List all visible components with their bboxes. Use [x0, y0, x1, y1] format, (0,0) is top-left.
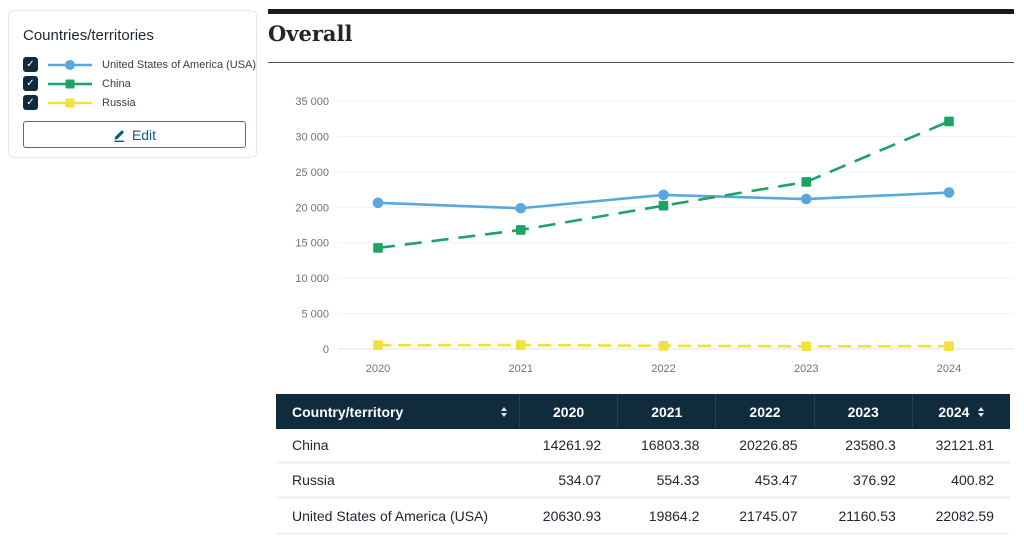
legend-item-label: United States of America (USA)	[102, 58, 257, 71]
pencil-icon	[114, 129, 125, 142]
row-value: 22082.59	[935, 508, 994, 524]
svg-text:5 000: 5 000	[301, 309, 329, 321]
column-header-year[interactable]: 2021	[617, 394, 715, 429]
row-value: 19864.2	[648, 508, 700, 524]
svg-text:35 000: 35 000	[295, 96, 329, 108]
legend-line-sample	[48, 98, 92, 107]
column-header-year[interactable]: 2022	[715, 394, 813, 429]
column-header-label: 2021	[651, 403, 683, 420]
column-header-year[interactable]: 2024	[911, 394, 1010, 429]
svg-text:0: 0	[323, 344, 329, 356]
series-checkbox[interactable]: ✓	[23, 57, 38, 72]
sort-arrows-icon	[501, 406, 507, 417]
table-body: China 14261.92 16803.38 20226.85 23580.3 3212…	[276, 429, 1010, 534]
column-header-year[interactable]: 2020	[519, 394, 617, 429]
row-value: 554.33	[656, 472, 700, 488]
row-value: 453.47	[754, 472, 798, 488]
table-header-row: Country/territory 2020 2021 2022 2023 2024	[276, 394, 1010, 429]
column-header-label: Country/territory	[292, 403, 404, 420]
chart-area: 0 5 000 10 000 15 000 20 000 25 000 30 000 35 0…	[273, 86, 1014, 388]
series-checkbox[interactable]: ✓	[23, 76, 38, 91]
table-row: United States of America (USA) 20630.93 19…	[276, 499, 1010, 534]
row-country-name: United States of America (USA)	[292, 508, 489, 524]
edit-button-label: Edit	[131, 126, 157, 143]
line-chart: 0 5 000 10 000 15 000 20 000 25 000 30 000 35 0…	[295, 96, 1014, 375]
column-header-label: 2020	[553, 403, 585, 420]
row-value: 16803.38	[640, 437, 700, 453]
legend-item-label: China	[102, 77, 131, 90]
row-value: 20630.93	[542, 508, 602, 524]
series-checkbox[interactable]: ✓	[23, 95, 38, 110]
sort-arrows-icon	[978, 406, 985, 417]
column-header-label: 2023	[847, 403, 879, 420]
edit-button[interactable]: Edit	[23, 121, 246, 148]
row-value: 21745.07	[739, 508, 798, 524]
svg-text:2023: 2023	[794, 363, 818, 375]
legend-line-sample	[48, 79, 92, 88]
legend-line-sample	[48, 59, 92, 70]
svg-text:20 000: 20 000	[295, 202, 329, 214]
table-row: Russia 534.07 554.33 453.47 376.92 400.82	[276, 464, 1010, 499]
column-header-label: 2024	[938, 403, 970, 420]
heading-divider	[268, 62, 1014, 63]
row-value: 21160.53	[838, 508, 896, 524]
row-value: 32121.81	[935, 437, 994, 453]
row-value: 14261.92	[542, 437, 602, 453]
legend-item: ✓ United States of America (USA)	[23, 55, 256, 74]
svg-text:2020: 2020	[366, 363, 390, 375]
svg-text:2022: 2022	[651, 363, 675, 375]
svg-text:2024: 2024	[937, 363, 961, 375]
panel-title: Countries/territories	[23, 27, 154, 44]
column-header-country[interactable]: Country/territory	[276, 394, 519, 429]
data-table: Country/territory 2020 2021 2022 2023 2024 Ch…	[276, 394, 1010, 534]
column-header-label: 2022	[749, 403, 781, 420]
row-value: 400.82	[951, 472, 994, 488]
svg-text:10 000: 10 000	[295, 273, 329, 285]
table-row: China 14261.92 16803.38 20226.85 23580.3 3212…	[276, 429, 1010, 464]
row-value: 534.07	[558, 472, 602, 488]
row-country-name: Russia	[292, 472, 335, 488]
row-value: 376.92	[852, 472, 896, 488]
page-title: Overall	[268, 21, 353, 46]
countries-panel: Countries/territories ✓ United States of …	[8, 10, 257, 158]
svg-text:25 000: 25 000	[295, 167, 329, 179]
row-value: 20226.85	[739, 437, 798, 453]
legend-item: ✓ Russia	[23, 93, 246, 112]
section-top-rule	[268, 9, 1014, 14]
legend-item-label: Russia	[102, 96, 136, 109]
row-country-name: China	[292, 437, 329, 453]
svg-text:2021: 2021	[509, 363, 533, 375]
row-value: 23580.3	[845, 437, 896, 453]
column-header-year[interactable]: 2023	[813, 394, 912, 429]
svg-text:15 000: 15 000	[295, 238, 329, 250]
legend-item: ✓ China	[23, 74, 246, 93]
svg-text:30 000: 30 000	[295, 131, 329, 143]
legend-list: ✓ United States of America (USA) ✓ China ✓ Ru…	[23, 55, 256, 112]
